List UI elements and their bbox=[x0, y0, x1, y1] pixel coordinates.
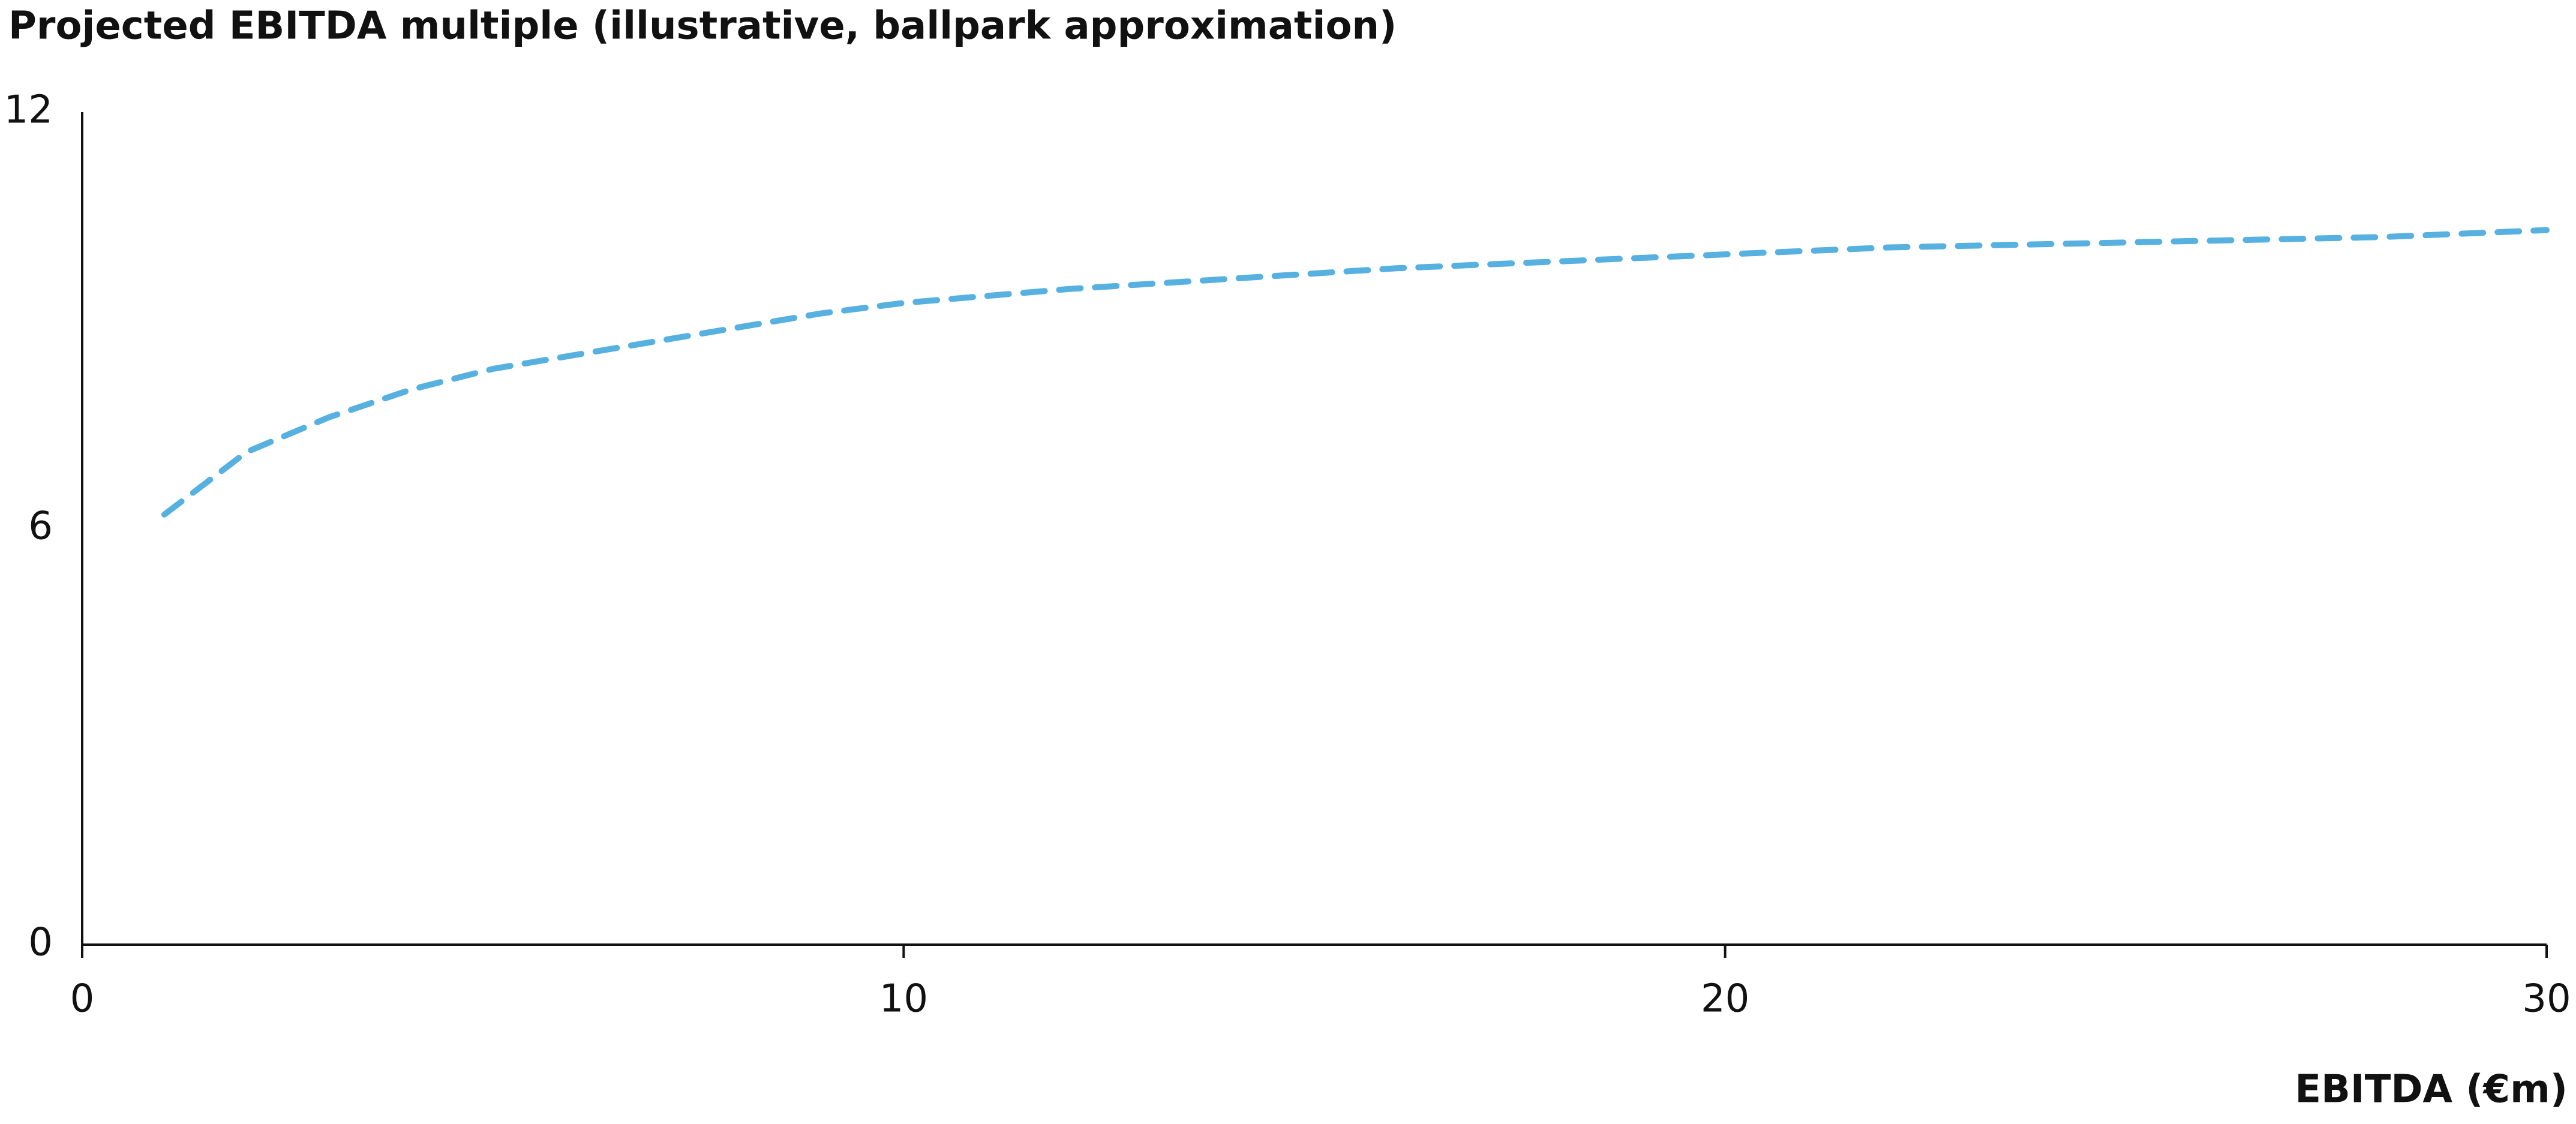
y-tick-label: 0 bbox=[28, 921, 53, 965]
y-tick-label: 6 bbox=[28, 504, 53, 549]
x-tick-label: 0 bbox=[70, 977, 95, 1021]
x-tick-label: 20 bbox=[1701, 977, 1749, 1021]
y-tick-label: 12 bbox=[4, 88, 53, 133]
chart-title: Projected EBITDA multiple (illustrative,… bbox=[8, 4, 1397, 49]
data-line bbox=[161, 227, 2550, 518]
x-tick-label: 10 bbox=[879, 977, 928, 1021]
x-tick-label: 30 bbox=[2522, 977, 2571, 1021]
x-axis-label: EBITDA (€m) bbox=[2295, 1068, 2568, 1112]
